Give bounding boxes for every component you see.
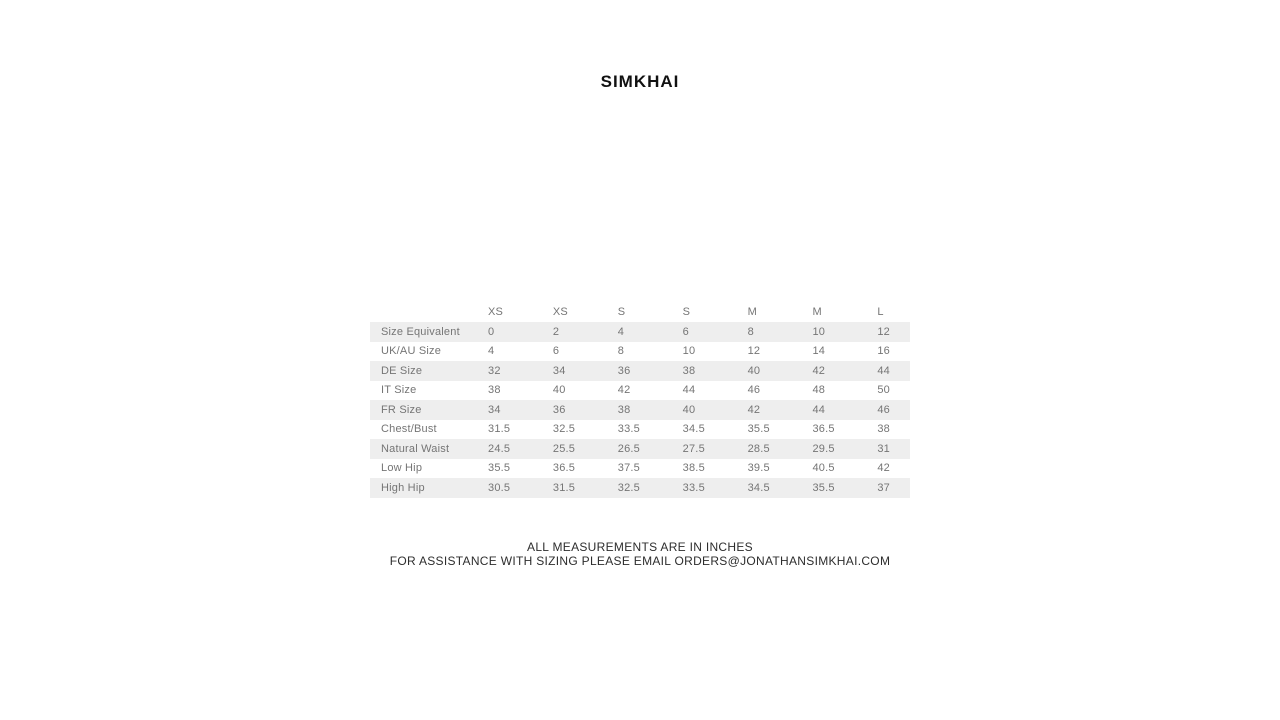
table-cell: 40: [747, 364, 761, 377]
table-cell: 32.5: [617, 481, 640, 494]
table-cell: 38: [617, 403, 631, 416]
table-cell: 50: [877, 384, 890, 397]
table-cell: 35.5: [812, 481, 835, 494]
row-label: IT Size: [381, 384, 417, 397]
table-cell: 32: [488, 364, 501, 377]
table-cell: 24.5: [488, 442, 511, 455]
table-cell: 32.5: [552, 423, 576, 436]
table-cell: 4: [488, 345, 495, 358]
table-cell: 26.5: [617, 442, 640, 455]
table-cell: 42: [812, 364, 826, 377]
table-cell: 48: [812, 384, 826, 397]
column-header: M: [747, 306, 757, 318]
table-cell: 46: [747, 384, 761, 397]
table-cell: 34: [552, 364, 566, 377]
footer-line-measurements: ALL MEASUREMENTS ARE IN INCHES: [527, 540, 753, 554]
table-cell: 39.5: [747, 462, 770, 475]
table-cell: 34: [488, 403, 501, 416]
table-cell: 25.5: [552, 442, 576, 455]
row-label: DE Size: [381, 364, 423, 377]
table-cell: 36: [552, 403, 566, 416]
table-cell: 6: [552, 345, 560, 358]
table-cell: 35.5: [488, 462, 511, 475]
table-cell: 40.5: [812, 462, 835, 475]
size-table: XS XS S S M M L Size Equivalent 0 2 4 6 8 10 12 UK/AU …: [370, 302, 910, 498]
table-cell: 40: [552, 384, 566, 397]
row-label: Size Equivalent: [381, 325, 460, 338]
table-cell: 36.5: [552, 462, 576, 475]
table-cell: 46: [877, 403, 890, 416]
column-header: XS: [552, 306, 568, 318]
table-cell: 44: [877, 364, 890, 377]
table-cell: 29.5: [812, 442, 835, 455]
table-cell: 38: [877, 423, 890, 436]
table-row: IT Size 38 40 42 44 46 48 50: [370, 381, 910, 401]
column-header: XS: [488, 306, 504, 318]
column-header: S: [682, 306, 691, 318]
table-cell: 31.5: [552, 481, 576, 494]
table-row: DE Size 32 34 36 38 40 42 44: [370, 361, 910, 381]
table-cell: 12: [877, 325, 890, 338]
table-cell: 34.5: [747, 481, 770, 494]
table-cell: 10: [682, 345, 696, 358]
table-cell: 12: [747, 345, 761, 358]
table-row: Low Hip 35.5 36.5 37.5 38.5 39.5 40.5 42: [370, 459, 910, 479]
table-row: High Hip 30.5 31.5 32.5 33.5 34.5 35.5 37: [370, 478, 910, 498]
row-label: UK/AU Size: [381, 345, 442, 358]
table-cell: 44: [812, 403, 826, 416]
row-label: Low Hip: [381, 462, 423, 475]
table-cell: 4: [617, 325, 625, 338]
table-cell: 16: [877, 345, 890, 358]
table-cell: 42: [877, 462, 890, 475]
table-cell: 36.5: [812, 423, 835, 436]
table-cell: 42: [747, 403, 761, 416]
table-cell: 0: [488, 325, 495, 338]
row-label: FR Size: [381, 403, 422, 416]
footer-note: ALL MEASUREMENTS ARE IN INCHES FOR ASSIS…: [0, 540, 1280, 568]
table-cell: 27.5: [682, 442, 705, 455]
table-row: UK/AU Size 4 6 8 10 12 14 16: [370, 342, 910, 362]
row-label: Natural Waist: [381, 442, 450, 455]
brand-title: SIMKHAI: [600, 72, 680, 91]
table-cell: 37.5: [617, 462, 640, 475]
table-cell: 31.5: [488, 423, 511, 436]
row-label: Chest/Bust: [381, 423, 437, 436]
table-cell: 8: [747, 325, 754, 338]
table-cell: 40: [682, 403, 696, 416]
table-cell: 2: [552, 325, 560, 338]
column-header: L: [877, 306, 884, 318]
column-header: S: [617, 306, 626, 318]
table-cell: 42: [617, 384, 631, 397]
table-cell: 8: [617, 345, 625, 358]
table-row: Size Equivalent 0 2 4 6 8 10 12: [370, 322, 910, 342]
table-cell: 38: [488, 384, 501, 397]
table-cell: 10: [812, 325, 826, 338]
table-cell: 35.5: [747, 423, 770, 436]
table-cell: 44: [682, 384, 696, 397]
footer-line-assistance: FOR ASSISTANCE WITH SIZING PLEASE EMAIL …: [389, 554, 891, 568]
column-header: M: [812, 306, 822, 318]
table-cell: 28.5: [747, 442, 770, 455]
table-row: Chest/Bust 31.5 32.5 33.5 34.5 35.5 36.5 38: [370, 420, 910, 440]
table-row: Natural Waist 24.5 25.5 26.5 27.5 28.5 29.5 31: [370, 439, 910, 459]
table-cell: 14: [812, 345, 826, 358]
table-cell: 34.5: [682, 423, 705, 436]
table-cell: 33.5: [682, 481, 705, 494]
table-cell: 37: [877, 481, 890, 494]
table-cell: 33.5: [617, 423, 640, 436]
table-row: FR Size 34 36 38 40 42 44 46: [370, 400, 910, 420]
table-cell: 30.5: [488, 481, 511, 494]
table-cell: 38: [682, 364, 696, 377]
row-label: High Hip: [381, 481, 425, 494]
table-header-row: XS XS S S M M L: [370, 302, 910, 322]
table-cell: 31: [877, 442, 890, 455]
table-cell: 6: [682, 325, 689, 338]
table-cell: 38.5: [682, 462, 705, 475]
table-cell: 36: [617, 364, 631, 377]
